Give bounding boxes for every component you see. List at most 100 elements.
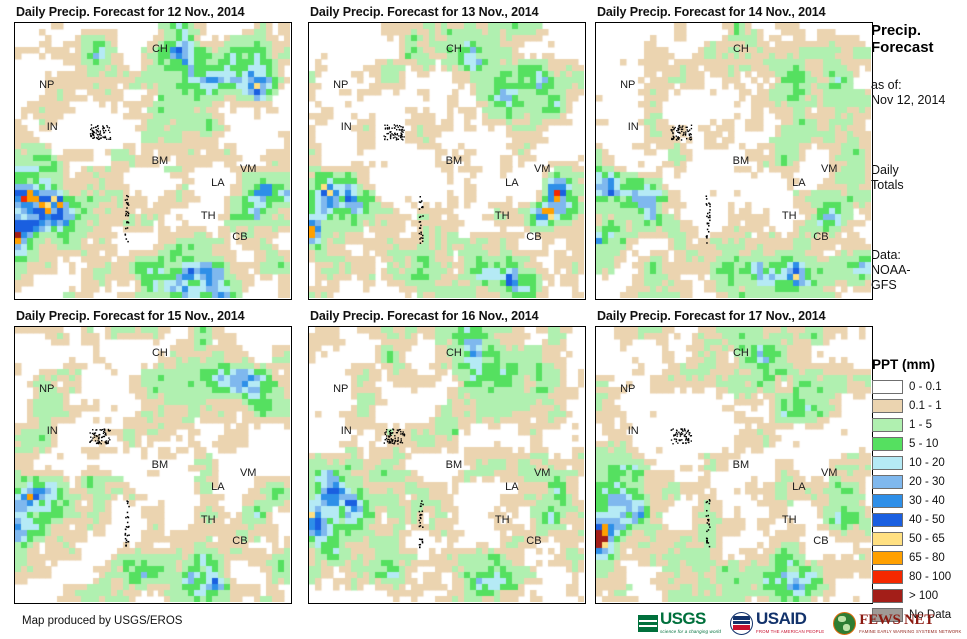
legend-swatch xyxy=(872,379,903,394)
country-label-la: LA xyxy=(792,177,806,190)
legend-label: 30 - 40 xyxy=(909,494,945,507)
country-label-vm: VM xyxy=(533,163,551,176)
footer-credit: Map produced by USGS/EROS xyxy=(22,615,183,627)
legend-item: 50 - 65 xyxy=(869,529,967,548)
sidebar-data-source: Data: NOAA- GFS xyxy=(871,248,967,293)
country-label-ch: CH xyxy=(445,43,462,56)
sidebar-heading-line1: Precip. xyxy=(871,22,922,39)
country-label-np: NP xyxy=(333,79,349,92)
sidebar-asof: as of: Nov 12, 2014 xyxy=(871,78,967,108)
country-label-in: IN xyxy=(46,424,58,437)
forecast-panel-grid: Daily Precip. Forecast for 12 Nov., 2014… xyxy=(14,5,873,604)
usaid-seal-icon xyxy=(730,611,754,635)
panel-title: Daily Precip. Forecast for 12 Nov., 2014 xyxy=(16,5,245,19)
precipitation-raster xyxy=(596,327,871,602)
totals-line1: Daily xyxy=(871,163,899,177)
legend-swatch xyxy=(872,493,903,508)
country-label-la: LA xyxy=(792,481,806,494)
sidebar-heading: Precip. Forecast xyxy=(871,22,967,56)
legend-label: 10 - 20 xyxy=(909,456,945,469)
country-label-cb: CB xyxy=(232,534,248,547)
usgs-mark-icon xyxy=(638,614,658,632)
country-label-th: TH xyxy=(200,210,216,223)
totals-line2: Totals xyxy=(871,178,904,192)
panel-title: Daily Precip. Forecast for 14 Nov., 2014 xyxy=(597,5,826,19)
country-borders xyxy=(15,327,290,602)
legend-item: 65 - 80 xyxy=(869,548,967,567)
asof-label: as of: xyxy=(871,78,902,92)
legend-item: 20 - 30 xyxy=(869,472,967,491)
country-label-ch: CH xyxy=(732,43,749,56)
legend-swatch xyxy=(872,531,903,546)
country-label-cb: CB xyxy=(526,230,542,243)
country-label-ch: CH xyxy=(151,347,168,360)
map-canvas[interactable]: CH NP IN BM VM LA TH CB xyxy=(14,326,292,604)
legend-label: 5 - 10 xyxy=(909,437,939,450)
country-label-np: NP xyxy=(620,383,636,396)
country-label-vm: VM xyxy=(239,467,257,480)
precipitation-raster xyxy=(15,23,290,298)
legend-item: 0.1 - 1 xyxy=(869,396,967,415)
sidebar-heading-line2: Forecast xyxy=(871,39,934,56)
usgs-logo: USGS science for a changing world xyxy=(638,610,721,636)
country-label-th: TH xyxy=(494,210,510,223)
usaid-logo: USAID FROM THE AMERICAN PEOPLE xyxy=(730,610,824,636)
fews-net-logo: FEWS NET FAMINE EARLY WARNING SYSTEMS NE… xyxy=(833,610,961,636)
map-canvas[interactable]: CH NP IN BM VM LA TH CB xyxy=(595,22,873,300)
legend-label: 65 - 80 xyxy=(909,551,945,564)
legend-label: 40 - 50 xyxy=(909,513,945,526)
legend-label: 1 - 5 xyxy=(909,418,933,431)
country-label-bm: BM xyxy=(445,155,463,167)
country-borders xyxy=(309,327,584,602)
country-label-vm: VM xyxy=(533,467,551,480)
map-canvas[interactable]: CH NP IN BM VM LA TH CB xyxy=(595,326,873,604)
country-label-vm: VM xyxy=(820,163,838,176)
country-label-layer: CH NP IN BM VM LA TH CB xyxy=(309,23,585,299)
legend-label: 0 - 0.1 xyxy=(909,380,942,393)
country-label-in: IN xyxy=(340,424,352,437)
country-label-np: NP xyxy=(333,383,349,396)
country-label-la: LA xyxy=(211,177,225,190)
legend-item: 80 - 100 xyxy=(869,567,967,586)
legend-item: 10 - 20 xyxy=(869,453,967,472)
legend-item: > 100 xyxy=(869,586,967,605)
sidebar-totals: Daily Totals xyxy=(871,163,967,193)
map-canvas[interactable]: CH NP IN BM VM LA TH CB xyxy=(308,326,586,604)
country-label-cb: CB xyxy=(526,534,542,547)
map-canvas[interactable]: CH NP IN BM VM LA TH CB xyxy=(308,22,586,300)
country-label-th: TH xyxy=(200,514,216,527)
country-label-in: IN xyxy=(340,120,352,133)
map-canvas[interactable]: CH NP IN BM VM LA TH CB xyxy=(14,22,292,300)
country-label-ch: CH xyxy=(732,347,749,360)
legend-swatch xyxy=(872,512,903,527)
legend-item: 1 - 5 xyxy=(869,415,967,434)
precipitation-raster xyxy=(15,327,290,602)
panel-title: Daily Precip. Forecast for 13 Nov., 2014 xyxy=(310,5,539,19)
country-borders xyxy=(309,23,584,298)
legend-label: > 100 xyxy=(909,589,939,602)
legend: PPT (mm) 0 - 0.1 0.1 - 1 1 - 5 5 - 10 10 - 2… xyxy=(869,357,967,624)
data-source-line1: NOAA- xyxy=(871,263,911,277)
globe-icon xyxy=(833,611,857,635)
country-label-bm: BM xyxy=(445,459,463,471)
precipitation-raster xyxy=(309,327,584,602)
country-label-layer: CH NP IN BM VM LA TH CB xyxy=(15,23,291,299)
legend-item: 5 - 10 xyxy=(869,434,967,453)
legend-swatch xyxy=(872,398,903,413)
data-label: Data: xyxy=(871,248,901,262)
fews-logo-text: FEWS NET xyxy=(859,612,934,628)
legend-item: No Data xyxy=(869,605,967,624)
legend-swatch xyxy=(872,607,903,622)
country-label-cb: CB xyxy=(232,230,248,243)
legend-rows: 0 - 0.1 0.1 - 1 1 - 5 5 - 10 10 - 20 20 - 30 3… xyxy=(869,377,967,624)
country-label-in: IN xyxy=(627,120,639,133)
legend-swatch xyxy=(872,474,903,489)
sidebar: Precip. Forecast as of: Nov 12, 2014 Dai… xyxy=(869,0,967,612)
country-label-bm: BM xyxy=(732,459,750,471)
panel-title: Daily Precip. Forecast for 16 Nov., 2014 xyxy=(310,309,539,323)
precipitation-raster xyxy=(596,23,871,298)
country-label-np: NP xyxy=(620,79,636,92)
country-label-np: NP xyxy=(39,383,55,396)
country-label-bm: BM xyxy=(151,155,169,167)
country-label-bm: BM xyxy=(151,459,169,471)
